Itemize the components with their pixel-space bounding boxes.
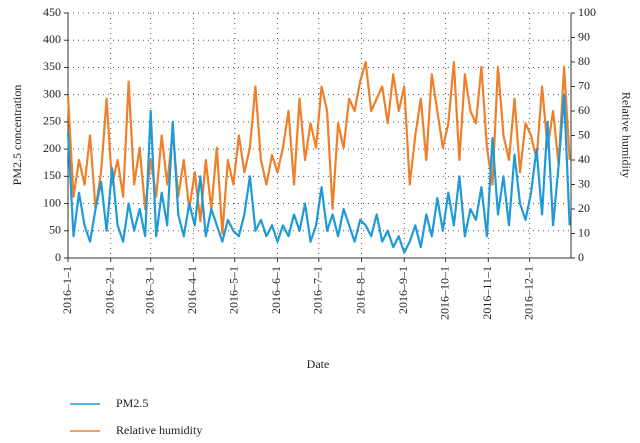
x-tick-label: 2016–1–1 bbox=[60, 266, 74, 314]
y2-tick-label: 90 bbox=[578, 29, 590, 43]
y-tick-label: 0 bbox=[55, 250, 61, 264]
x-tick-label: 2016–3–1 bbox=[142, 266, 156, 314]
legend-label: Relative humidity bbox=[116, 423, 202, 437]
y2-tick-label: 70 bbox=[578, 78, 590, 92]
y2-tick-label: 80 bbox=[578, 54, 590, 68]
y-axis-label: PM2.5 concentration bbox=[10, 85, 24, 186]
series-line bbox=[66, 93, 571, 254]
x-tick-label: 2016–12–1 bbox=[521, 266, 535, 320]
y-tick-label: 250 bbox=[43, 114, 61, 128]
x-axis-label: Date bbox=[307, 357, 330, 371]
x-tick-label: 2016–2–1 bbox=[102, 266, 116, 314]
y-tick-label: 350 bbox=[43, 59, 61, 73]
y2-tick-label: 30 bbox=[578, 176, 590, 190]
y-tick-label: 200 bbox=[43, 141, 61, 155]
x-tick-label: 2016–10–1 bbox=[437, 266, 451, 320]
y2-tick-label: 100 bbox=[578, 5, 596, 19]
x-tick-label: 2016–6–1 bbox=[269, 266, 283, 314]
y2-tick-label: 40 bbox=[578, 152, 590, 166]
y2-tick-label: 20 bbox=[578, 201, 590, 215]
y-tick-label: 450 bbox=[43, 5, 61, 19]
x-tick-label: 2016–11–1 bbox=[480, 266, 494, 320]
y2-tick-label: 60 bbox=[578, 103, 590, 117]
x-tick-label: 2016–9–1 bbox=[396, 266, 410, 314]
y2-tick-label: 50 bbox=[578, 127, 590, 141]
y-tick-label: 400 bbox=[43, 32, 61, 46]
y2-tick-label: 10 bbox=[578, 225, 590, 239]
y-tick-label: 300 bbox=[43, 86, 61, 100]
x-tick-label: 2016–5–1 bbox=[226, 266, 240, 314]
y2-axis-label: Relative humidity bbox=[619, 92, 633, 178]
y-tick-label: 150 bbox=[43, 168, 61, 182]
series-line bbox=[66, 60, 571, 235]
y2-tick-label: 0 bbox=[578, 250, 584, 264]
x-tick-label: 2016–7–1 bbox=[311, 266, 325, 314]
x-tick-label: 2016–4–1 bbox=[185, 266, 199, 314]
x-tick-label: 2016–8–1 bbox=[353, 266, 367, 314]
legend-label: PM2.5 bbox=[116, 396, 148, 410]
y-tick-label: 100 bbox=[43, 195, 61, 209]
y-tick-label: 50 bbox=[49, 223, 61, 237]
